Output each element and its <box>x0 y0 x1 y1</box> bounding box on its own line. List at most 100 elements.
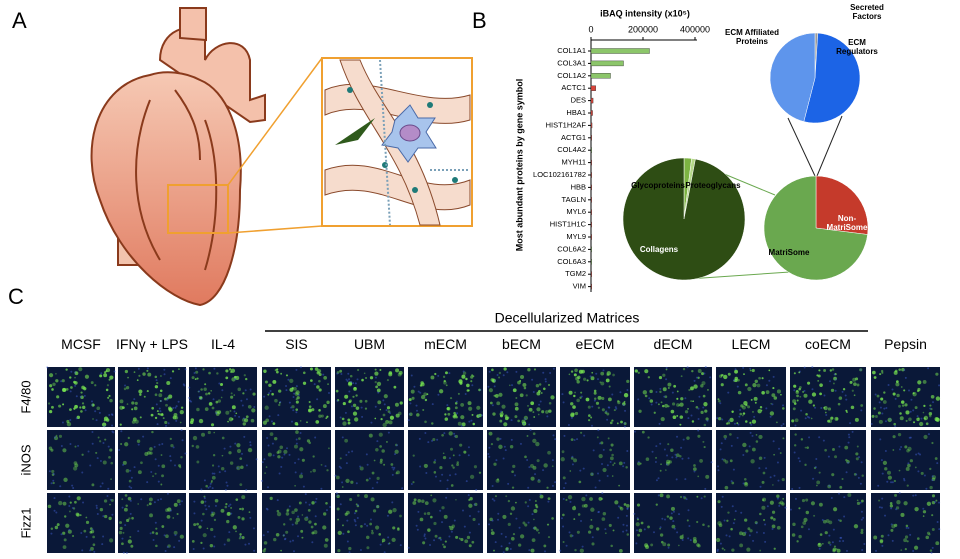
cell-dot <box>819 533 823 536</box>
nucleus-dot <box>637 398 640 401</box>
nucleus-dot <box>280 465 283 468</box>
cell-dot <box>609 421 613 425</box>
nucleus-dot <box>488 523 491 526</box>
nucleus-dot <box>167 422 170 425</box>
nucleus-dot <box>418 437 421 440</box>
cell-dot <box>434 372 437 376</box>
nucleus-dot <box>777 479 780 482</box>
cell-dot <box>165 508 169 513</box>
cell-dot <box>235 498 239 501</box>
micrograph <box>262 366 331 427</box>
cell-dot <box>459 381 463 385</box>
cell-dot <box>884 467 888 471</box>
cell-dot <box>239 457 243 461</box>
nucleus-dot <box>546 415 549 418</box>
cell-dot <box>74 445 77 448</box>
cell-dot <box>489 401 493 405</box>
cell-dot <box>314 367 319 371</box>
cell-dot <box>725 422 729 425</box>
y-tick-label: HBA1 <box>566 108 586 117</box>
cell-dot <box>352 411 358 416</box>
cell-dot <box>264 380 268 384</box>
nucleus-dot <box>354 382 357 385</box>
cell-dot <box>345 478 350 484</box>
cell-dot <box>717 416 722 421</box>
nucleus-dot <box>829 543 832 546</box>
nucleus-dot <box>178 539 181 542</box>
nucleus-dot <box>194 367 197 370</box>
cell-dot <box>293 444 298 449</box>
cell-dot <box>127 376 129 379</box>
nucleus-dot <box>888 418 891 421</box>
cell-dot <box>802 390 805 393</box>
cell-dot <box>124 369 129 374</box>
cell-dot <box>532 432 536 436</box>
cell-dot <box>226 538 231 542</box>
cell-dot <box>637 371 640 374</box>
cell-dot <box>108 378 111 381</box>
micrograph <box>335 367 404 428</box>
bar <box>590 48 650 54</box>
nucleus-dot <box>467 446 470 449</box>
cell-dot <box>929 485 933 490</box>
nucleus-dot <box>379 543 382 546</box>
nucleus-dot <box>721 458 724 461</box>
nucleus-dot <box>356 517 359 520</box>
nucleus-dot <box>184 368 187 371</box>
cell-dot <box>365 535 370 540</box>
nucleus-dot <box>453 435 456 438</box>
nucleus-dot <box>716 548 719 551</box>
cell-dot <box>460 537 464 542</box>
nucleus-dot <box>209 485 212 488</box>
cell-dot <box>659 493 664 498</box>
cell-dot <box>773 453 776 456</box>
nucleus-dot <box>203 497 206 500</box>
nucleus-dot <box>551 484 554 487</box>
cell-dot <box>95 451 98 454</box>
cell-dot <box>548 384 550 386</box>
nucleus-dot <box>748 534 751 537</box>
cell-dot <box>102 460 107 465</box>
cell-dot <box>105 370 108 373</box>
cell-dot <box>466 383 470 388</box>
nucleus-dot <box>762 532 765 535</box>
cell-dot <box>768 369 771 372</box>
cell-dot <box>457 392 460 395</box>
cell-dot <box>204 383 207 386</box>
cell-dot <box>468 503 473 508</box>
x-tick-label: 200000 <box>628 24 658 34</box>
nucleus-dot <box>61 421 64 424</box>
cell-dot <box>488 431 493 436</box>
cell-dot <box>55 379 59 383</box>
cell-dot <box>498 392 503 397</box>
nucleus-dot <box>180 429 183 432</box>
cell-dot <box>647 436 650 439</box>
nucleus-dot <box>84 409 87 412</box>
cell-dot <box>160 375 162 377</box>
cell-dot <box>905 419 908 422</box>
nucleus-dot <box>98 411 101 414</box>
cell-dot <box>61 379 65 383</box>
nucleus-dot <box>91 400 94 403</box>
cell-dot <box>611 453 614 457</box>
cell-dot <box>532 438 537 444</box>
cell-dot <box>660 417 665 422</box>
nucleus-dot <box>764 540 767 543</box>
cell-dot <box>447 412 451 416</box>
cell-dot <box>50 448 54 452</box>
micrograph <box>189 493 257 553</box>
cell-dot <box>267 452 272 457</box>
nucleus-dot <box>120 430 123 433</box>
cell-dot <box>381 538 386 543</box>
nucleus-dot <box>93 550 96 553</box>
y-tick-label: VIM <box>573 282 586 291</box>
cell-dot <box>233 394 236 396</box>
cell-dot <box>433 471 437 474</box>
cell-dot <box>810 417 813 420</box>
nucleus-dot <box>295 385 298 388</box>
cell-dot <box>507 499 511 503</box>
cell-dot <box>62 531 66 535</box>
nucleus-dot <box>506 548 509 551</box>
cell-dot <box>560 457 565 462</box>
cell-dot <box>242 392 245 395</box>
